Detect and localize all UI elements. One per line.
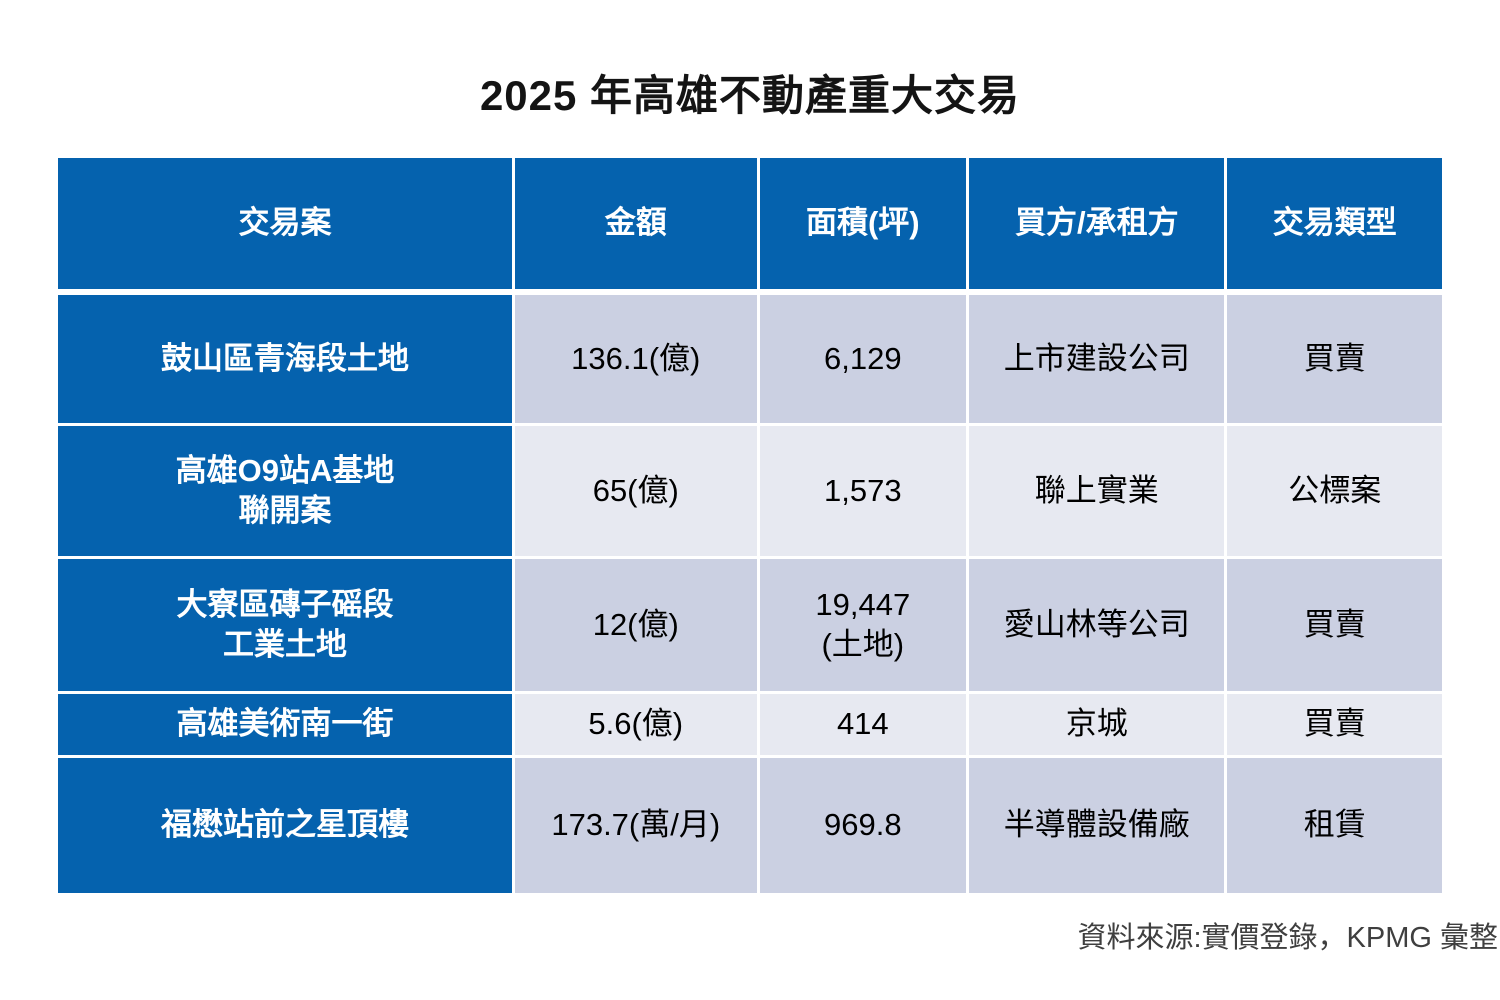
amount-cell: 5.6(億) — [512, 691, 760, 758]
buyer-cell: 愛山林等公司 — [966, 556, 1228, 694]
deal-cell: 鼓山區青海段土地 — [54, 290, 516, 426]
amount-cell: 65(億) — [512, 423, 760, 559]
amount-cell: 12(億) — [512, 556, 760, 694]
amount-cell: 136.1(億) — [512, 290, 760, 426]
header-amount: 金額 — [512, 155, 760, 295]
source-note: 資料來源:實價登錄，KPMG 彙整 — [1077, 922, 1498, 954]
area-cell: 19,447 (土地) — [756, 556, 970, 694]
type-cell: 租賃 — [1224, 755, 1445, 896]
table-header-row: 交易案 金額 面積(坪) 買方/承租方 交易類型 — [54, 155, 1445, 295]
header-type: 交易類型 — [1224, 155, 1445, 295]
area-cell: 414 — [756, 691, 970, 758]
table-row: 鼓山區青海段土地 136.1(億) 6,129 上市建設公司 買賣 — [54, 290, 1445, 426]
type-cell: 買賣 — [1224, 290, 1445, 426]
header-area: 面積(坪) — [756, 155, 970, 295]
header-buyer: 買方/承租方 — [966, 155, 1228, 295]
deal-cell: 高雄美術南一街 — [54, 691, 516, 758]
deal-cell: 福懋站前之星頂樓 — [54, 755, 516, 896]
page-title: 2025 年高雄不動產重大交易 — [479, 72, 1021, 119]
table-row: 福懋站前之星頂樓 173.7(萬/月) 969.8 半導體設備廠 租賃 — [54, 755, 1445, 896]
type-cell: 買賣 — [1224, 691, 1445, 758]
header-deal: 交易案 — [54, 155, 516, 295]
deal-cell: 大寮區磚子磘段 工業土地 — [54, 556, 516, 694]
transactions-table: 交易案 金額 面積(坪) 買方/承租方 交易類型 鼓山區青海段土地 136.1(… — [54, 155, 1445, 896]
buyer-cell: 京城 — [966, 691, 1228, 758]
area-cell: 969.8 — [756, 755, 970, 896]
deal-cell: 高雄O9站A基地 聯開案 — [54, 423, 516, 559]
area-cell: 6,129 — [756, 290, 970, 426]
buyer-cell: 半導體設備廠 — [966, 755, 1228, 896]
area-cell: 1,573 — [756, 423, 970, 559]
table-row: 大寮區磚子磘段 工業土地 12(億) 19,447 (土地) 愛山林等公司 買賣 — [54, 556, 1445, 694]
buyer-cell: 上市建設公司 — [966, 290, 1228, 426]
table-row: 高雄美術南一街 5.6(億) 414 京城 買賣 — [54, 691, 1445, 758]
amount-cell: 173.7(萬/月) — [512, 755, 760, 896]
type-cell: 公標案 — [1224, 423, 1445, 559]
buyer-cell: 聯上實業 — [966, 423, 1228, 559]
table-row: 高雄O9站A基地 聯開案 65(億) 1,573 聯上實業 公標案 — [54, 423, 1445, 559]
type-cell: 買賣 — [1224, 556, 1445, 694]
